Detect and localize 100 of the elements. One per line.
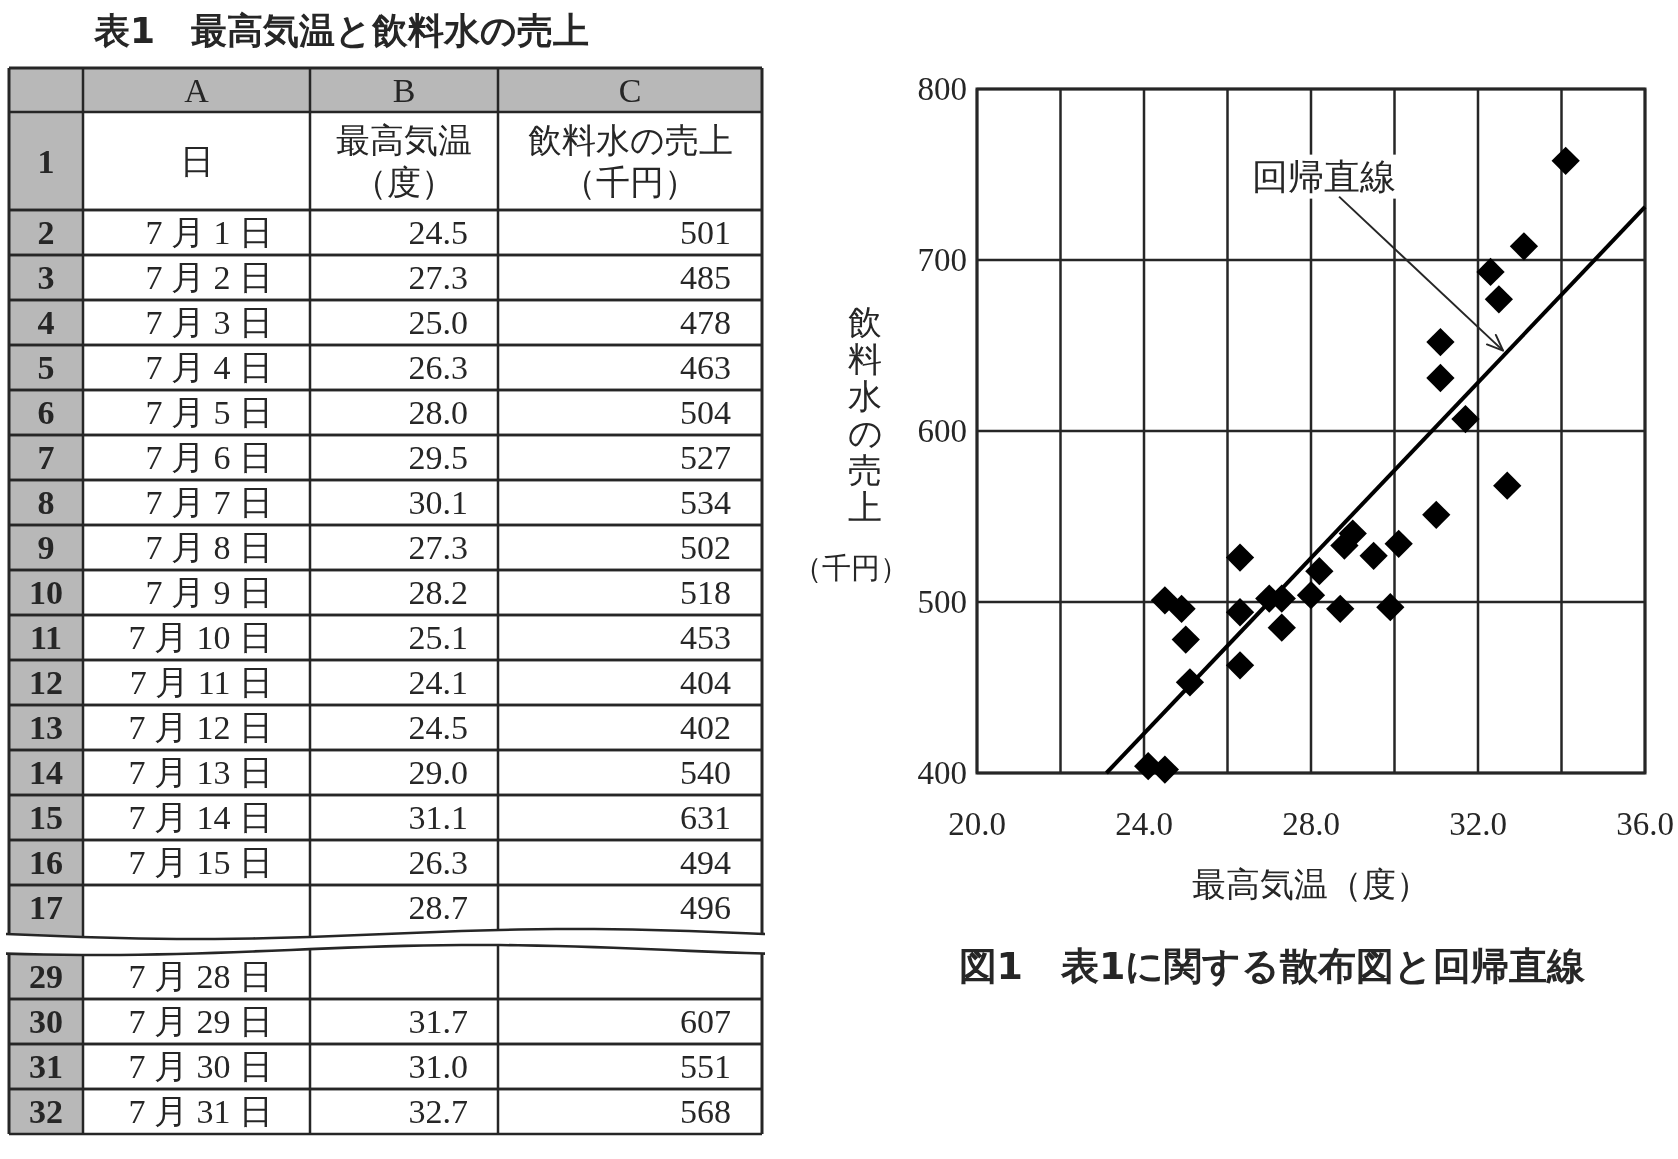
y-tick-label: 4 [37, 304, 55, 341]
point [1509, 232, 1539, 261]
text: 485 [680, 259, 731, 296]
text: 453 [680, 619, 731, 656]
text: 29.5 [408, 439, 468, 476]
text: 551 [680, 1048, 731, 1085]
y-tick-label: 11 [29, 619, 63, 656]
text: 7 月 28 日 [128, 958, 273, 995]
point [1451, 404, 1480, 434]
point [1167, 594, 1196, 623]
point [1225, 651, 1255, 680]
y-tick-label: 30 [29, 1003, 63, 1040]
point [1493, 471, 1522, 500]
y-tick-label: 31 [29, 1048, 63, 1085]
x-tick-label: B [392, 71, 416, 109]
y-tick-label: 3 [37, 259, 55, 296]
text: 飲料水の売上（千円） [527, 121, 733, 201]
text: 24.5 [408, 214, 468, 251]
text: 29.0 [408, 754, 468, 791]
text: 図1 表1に関する散布図と回帰直線 [958, 944, 1587, 988]
y-tick-label: 10 [29, 574, 63, 611]
y-tick-label: 600 [917, 413, 967, 449]
text: 7 月 13 日 [128, 754, 273, 791]
x-tick-label: 24.0 [1115, 806, 1173, 842]
text: 7 月 31 日 [128, 1093, 273, 1130]
x-tick-label: 32.0 [1449, 806, 1507, 842]
y-tick-label: 500 [917, 584, 967, 620]
point [1426, 363, 1455, 393]
point [1376, 592, 1405, 622]
text: 631 [680, 799, 731, 836]
point [1326, 594, 1355, 623]
text: 26.3 [408, 844, 468, 881]
y-tick-label: 14 [29, 754, 63, 791]
text: 7 月 11 日 [129, 664, 273, 701]
text: 日 [179, 142, 214, 180]
point [1551, 146, 1580, 175]
annotation: 回帰直線 [1252, 156, 1397, 197]
text: 7 月 3 日 [145, 304, 273, 341]
point [1422, 500, 1451, 529]
x-tick-label: 28.0 [1282, 806, 1340, 842]
y-tick-label: 17 [29, 889, 63, 926]
point [1225, 543, 1255, 572]
text: 7 月 6 日 [145, 439, 273, 476]
text: 31.7 [408, 1003, 468, 1040]
text: 7 月 12 日 [128, 709, 273, 746]
text: 最高気温（度） [336, 121, 472, 201]
text: 32.7 [408, 1093, 468, 1130]
y-tick-label: 1 [37, 142, 55, 180]
text: 540 [680, 754, 731, 791]
text: 527 [680, 439, 731, 476]
y-tick-label: 8 [37, 484, 55, 521]
chart-title: 表1 最高気温と飲料水の売上 [93, 9, 590, 51]
text: 26.3 [408, 349, 468, 386]
text: 7 月 9 日 [145, 574, 273, 611]
x-tick-label: 20.0 [948, 806, 1006, 842]
y-tick-label: 700 [917, 242, 967, 278]
point [1359, 541, 1388, 570]
text: 7 月 4 日 [145, 349, 273, 386]
text: 404 [680, 664, 731, 701]
text: 28.0 [408, 394, 468, 431]
point [1225, 598, 1255, 627]
text: 463 [680, 349, 731, 386]
text: 25.1 [408, 619, 468, 656]
y-tick-label: 12 [29, 664, 63, 701]
text: 7 月 1 日 [145, 214, 273, 251]
text: 496 [680, 889, 731, 926]
point [1267, 613, 1296, 642]
y-tick-label: 6 [37, 394, 55, 431]
text: 31.0 [408, 1048, 468, 1085]
text: 27.3 [408, 259, 468, 296]
text: 7 月 14 日 [128, 799, 273, 836]
point [1305, 557, 1334, 586]
text: 534 [680, 484, 731, 521]
text: 25.0 [408, 304, 468, 341]
text: 402 [680, 709, 731, 746]
text: 30.1 [408, 484, 468, 521]
y-tick-label: 16 [29, 844, 63, 881]
y-tick-label: 32 [29, 1093, 63, 1130]
y-tick-label: 13 [29, 709, 63, 746]
text: 7 月 7 日 [145, 484, 273, 521]
y-tick-label: 2 [37, 214, 55, 251]
text: 502 [680, 529, 731, 566]
x-tick-label: C [618, 71, 642, 109]
point [1296, 581, 1326, 610]
x-axis-title: 最高気温（度） [1192, 865, 1430, 903]
text: 568 [680, 1093, 731, 1130]
y-tick-label: 5 [37, 349, 55, 386]
point [1484, 285, 1514, 314]
y-tick-label: 800 [917, 71, 967, 107]
y-tick-label: 9 [37, 529, 55, 566]
text: 28.2 [408, 574, 468, 611]
point [1476, 257, 1505, 287]
text: 518 [680, 574, 731, 611]
text: 7 月 8 日 [145, 529, 273, 566]
text: 7 月 29 日 [128, 1003, 273, 1040]
y-tick-label: 400 [917, 755, 967, 791]
y-tick-label: 15 [29, 799, 63, 836]
text: 24.1 [408, 664, 468, 701]
text: 27.3 [408, 529, 468, 566]
text: 504 [680, 394, 731, 431]
